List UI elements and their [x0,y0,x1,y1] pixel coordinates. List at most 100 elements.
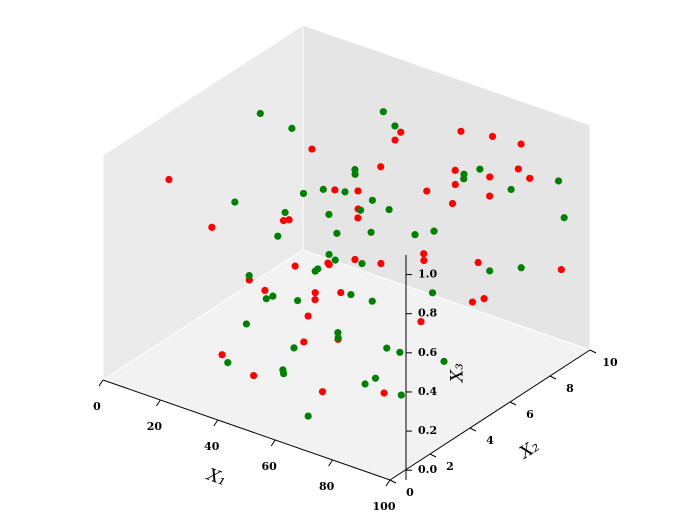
point [420,256,428,265]
point [231,198,239,206]
x-tick [385,479,391,487]
point [262,295,270,303]
point [517,140,525,148]
axes: 02040608010002468100.00.20.40.60.81.0X₁X… [93,255,618,513]
point [245,271,253,280]
point [554,177,563,185]
point [423,187,431,195]
point [468,298,477,306]
point [383,344,391,352]
point [165,175,173,184]
y-axis-line [389,349,591,481]
point [291,262,299,270]
point [430,227,438,235]
z-tick-label: 0.4 [418,385,437,398]
y-tick [469,427,477,432]
point [319,185,327,193]
point [311,296,319,304]
points [165,108,568,420]
point [334,334,342,342]
x-tick-label: 60 [262,460,278,473]
point [368,297,376,305]
point [457,127,465,135]
point [396,348,404,356]
point [279,217,288,225]
z-tick-label: 0.8 [418,307,437,320]
point [351,255,359,264]
point [318,388,327,396]
point [440,357,448,365]
y-tick [389,479,397,484]
y-tick [509,401,517,406]
point [368,196,377,204]
point [377,259,385,268]
point [208,223,216,231]
point [385,205,393,214]
point [391,122,399,130]
point [325,261,333,269]
point [391,136,399,144]
point [486,192,494,200]
point [417,318,425,326]
x-tick [98,379,104,387]
point [354,214,362,222]
point [397,128,405,136]
point [380,389,388,397]
point [325,250,333,259]
point [358,259,366,268]
point [304,312,312,320]
point [480,295,488,303]
point [325,210,333,219]
y-tick-label: 10 [602,356,618,369]
x-tick-label: 20 [147,420,163,433]
x-tick [328,459,334,467]
point [460,170,468,178]
z-axis-label: X₃ [448,363,468,384]
point [451,180,459,189]
point [299,189,308,198]
point [311,289,319,297]
point [397,391,405,399]
point [218,351,226,359]
point [557,265,565,274]
y-tick [589,349,597,354]
point [428,289,437,297]
point [517,264,525,272]
point [242,320,251,328]
x-tick [155,399,161,407]
y-tick-label: 8 [566,382,574,395]
z-tick-label: 0.2 [418,424,437,437]
point [331,256,339,264]
y-tick-label: 4 [486,434,494,447]
x-tick-label: 80 [319,480,335,493]
point [269,292,277,300]
point [341,188,349,196]
point [250,371,258,380]
point [526,174,534,182]
point [354,187,362,195]
point [411,231,419,239]
point [261,286,269,295]
point [507,185,515,194]
point [367,228,375,236]
y-tick [549,375,557,380]
point [361,380,369,388]
point [488,132,497,141]
point [486,267,494,275]
point [448,199,457,208]
point [281,208,289,217]
point [560,214,568,222]
point [379,108,387,116]
point [274,232,282,240]
point [476,165,484,173]
point [377,163,385,171]
point [337,288,345,297]
point [356,206,365,214]
x-tick-label: 100 [373,500,396,513]
point [351,170,359,178]
z-tick-label: 0.6 [418,346,437,359]
point [285,216,293,224]
point [347,290,355,299]
point [331,186,339,194]
